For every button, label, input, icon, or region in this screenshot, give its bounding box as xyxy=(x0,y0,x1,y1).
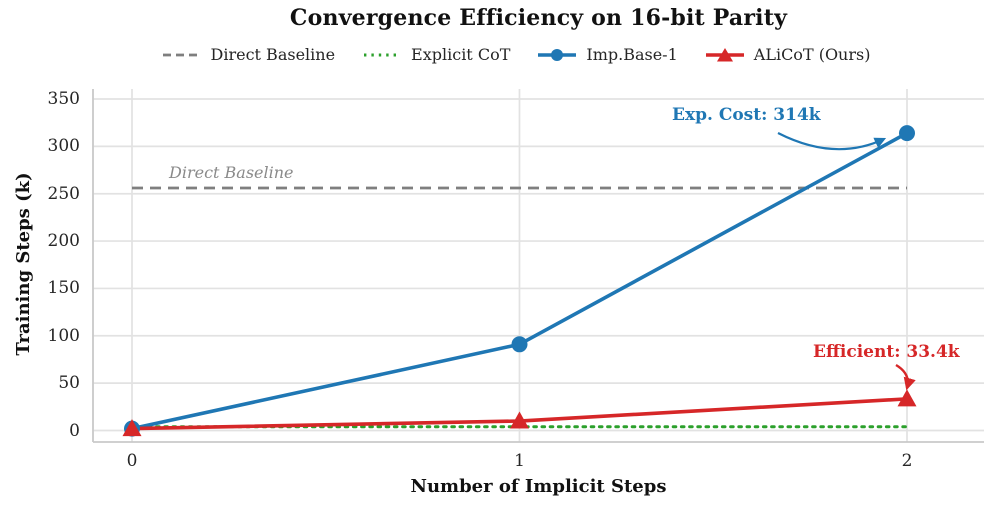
y-tick-label: 300 xyxy=(47,136,80,157)
x-tick-label: 0 xyxy=(126,451,138,471)
legend-label: Imp.Base-1 xyxy=(586,45,678,64)
line-triangle-swatch-icon xyxy=(705,47,744,61)
y-tick-label: 50 xyxy=(58,373,80,394)
legend: Direct Baseline Explicit CoT Imp.Base-1 … xyxy=(0,45,997,64)
annotation-arrow-efficient xyxy=(895,363,916,391)
y-tick-label: 250 xyxy=(47,183,80,204)
legend-item-explicit-cot: Explicit CoT xyxy=(361,45,510,64)
legend-item-direct-baseline: Direct Baseline xyxy=(161,45,336,64)
dotted-line-swatch-icon xyxy=(364,53,402,56)
marker-circle xyxy=(511,336,528,353)
x-tick-label: 2 xyxy=(901,451,913,471)
legend-label: Direct Baseline xyxy=(210,45,336,64)
x-axis-label: Number of Implicit Steps xyxy=(410,476,667,497)
marker-circle xyxy=(899,125,915,142)
y-tick-label: 200 xyxy=(47,231,80,252)
legend-label: ALiCoT (Ours) xyxy=(753,45,871,64)
annotation-direct-baseline-label: Direct Baseline xyxy=(169,163,294,182)
marker-triangle xyxy=(510,411,529,429)
annotation-arrow-exp-cost xyxy=(777,132,887,151)
annotation-exp-cost: Exp. Cost: 314k xyxy=(672,105,821,125)
legend-item-alicot: ALiCoT (Ours) xyxy=(704,45,871,64)
marker-triangle xyxy=(122,419,142,437)
y-tick-label: 350 xyxy=(47,89,80,109)
y-tick-label: 150 xyxy=(47,278,80,299)
line-circle-swatch-icon xyxy=(538,48,577,61)
dashed-line-swatch-icon xyxy=(162,53,201,56)
y-tick-label: 100 xyxy=(47,325,80,346)
annotation-efficient: Efficient: 33.4k xyxy=(813,342,960,362)
legend-item-imp-base-1: Imp.Base-1 xyxy=(536,45,678,64)
x-tick-label: 1 xyxy=(514,451,525,471)
marker-triangle xyxy=(897,389,917,407)
y-tick-label: 0 xyxy=(69,420,80,441)
chart-title: Convergence Efficiency on 16-bit Parity xyxy=(289,5,788,31)
legend-label: Explicit CoT xyxy=(411,45,511,64)
